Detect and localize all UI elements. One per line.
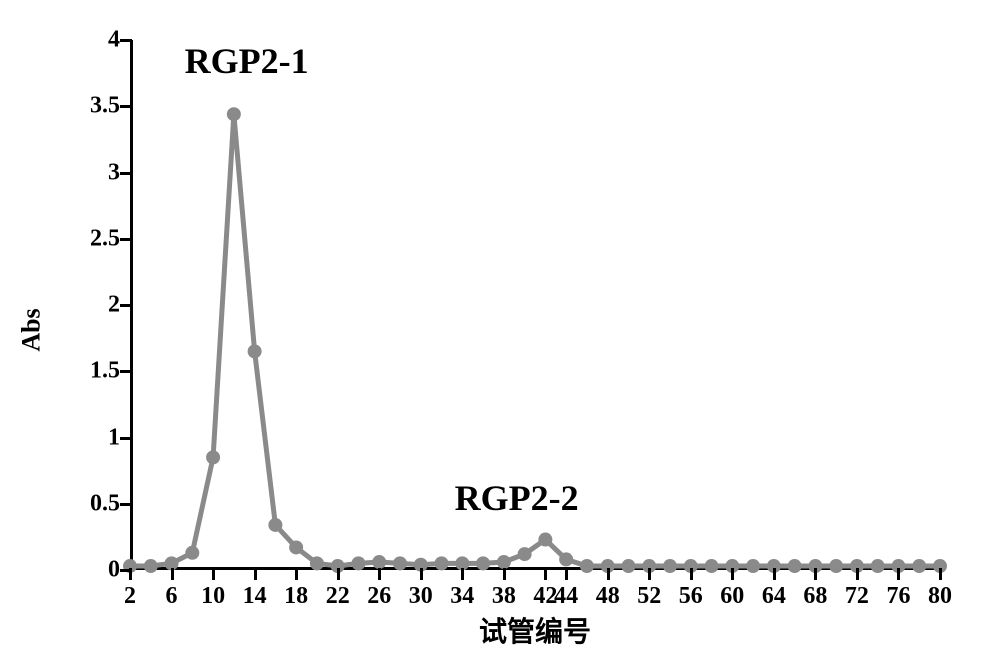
data-point: [788, 559, 802, 573]
x-tick: [565, 568, 568, 580]
data-point: [206, 450, 220, 464]
y-tick-label: 0.5: [80, 490, 120, 517]
x-tick: [378, 568, 381, 580]
plot-area: 00.511.522.533.54 2610141822263034384244…: [130, 40, 940, 570]
x-tick-label: 38: [484, 583, 524, 610]
peak-annotation: RGP2-1: [185, 40, 309, 82]
peak-annotation: RGP2-2: [455, 477, 579, 519]
data-point: [580, 559, 594, 573]
x-tick-label: 52: [629, 583, 669, 610]
x-tick: [897, 568, 900, 580]
x-tick: [254, 568, 257, 580]
x-axis-label: 试管编号: [479, 610, 591, 650]
x-tick: [731, 568, 734, 580]
data-point: [393, 556, 407, 570]
data-point: [871, 559, 885, 573]
x-tick: [856, 568, 859, 580]
x-tick: [461, 568, 464, 580]
data-point: [497, 555, 511, 569]
data-point: [372, 555, 386, 569]
y-tick: [120, 304, 132, 307]
x-tick-label: 14: [235, 583, 275, 610]
x-tick: [337, 568, 340, 580]
y-tick-label: 3: [80, 159, 120, 186]
x-tick-label: 76: [878, 583, 918, 610]
data-point: [829, 559, 843, 573]
y-tick: [120, 370, 132, 373]
x-tick: [939, 568, 942, 580]
data-point: [705, 559, 719, 573]
data-point: [310, 556, 324, 570]
x-tick: [773, 568, 776, 580]
x-tick: [544, 568, 547, 580]
x-tick-label: 22: [318, 583, 358, 610]
y-tick-label: 1.5: [80, 358, 120, 385]
data-point: [476, 556, 490, 570]
x-tick: [129, 568, 132, 580]
x-tick-label: 80: [920, 583, 960, 610]
chart-container: Abs 00.511.522.533.54 261014182226303438…: [60, 20, 960, 640]
data-point: [227, 107, 241, 121]
y-tick-label: 3.5: [80, 93, 120, 120]
data-point: [268, 518, 282, 532]
y-tick: [120, 105, 132, 108]
data-point: [663, 559, 677, 573]
x-tick: [814, 568, 817, 580]
data-point: [746, 559, 760, 573]
y-tick-label: 4: [80, 27, 120, 54]
x-tick-label: 68: [795, 583, 835, 610]
data-point: [538, 533, 552, 547]
y-tick-label: 0: [80, 557, 120, 584]
x-tick: [607, 568, 610, 580]
y-tick-label: 2: [80, 292, 120, 319]
data-point: [248, 344, 262, 358]
data-point: [559, 552, 573, 566]
x-tick-label: 48: [588, 583, 628, 610]
x-tick-label: 64: [754, 583, 794, 610]
x-tick: [171, 568, 174, 580]
y-tick: [120, 503, 132, 506]
data-point: [185, 546, 199, 560]
x-tick: [212, 568, 215, 580]
data-point: [351, 556, 365, 570]
y-tick: [120, 437, 132, 440]
x-tick-label: 72: [837, 583, 877, 610]
data-point: [289, 540, 303, 554]
data-point: [435, 556, 449, 570]
x-tick: [648, 568, 651, 580]
x-tick-label: 44: [546, 583, 586, 610]
y-tick-label: 1: [80, 424, 120, 451]
x-tick-label: 30: [401, 583, 441, 610]
x-tick-label: 56: [671, 583, 711, 610]
x-tick-label: 2: [110, 583, 150, 610]
x-tick-label: 18: [276, 583, 316, 610]
y-tick: [120, 172, 132, 175]
data-point: [518, 547, 532, 561]
x-tick: [420, 568, 423, 580]
x-tick-label: 34: [442, 583, 482, 610]
y-tick: [120, 238, 132, 241]
y-axis-label: Abs: [17, 308, 47, 351]
x-tick-label: 60: [712, 583, 752, 610]
data-point: [912, 559, 926, 573]
data-point: [621, 559, 635, 573]
x-tick-label: 6: [152, 583, 192, 610]
x-tick: [295, 568, 298, 580]
x-tick-label: 26: [359, 583, 399, 610]
y-tick-label: 2.5: [80, 225, 120, 252]
data-point: [144, 559, 158, 573]
x-tick: [503, 568, 506, 580]
x-tick-label: 10: [193, 583, 233, 610]
x-tick: [690, 568, 693, 580]
y-tick: [120, 39, 132, 42]
